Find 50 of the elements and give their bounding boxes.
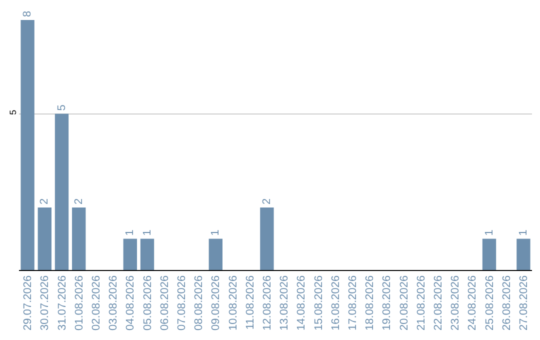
x-tick-label: 22.08.2026 bbox=[432, 275, 445, 330]
data-label: 1 bbox=[141, 230, 154, 236]
x-tick-label: 09.08.2026 bbox=[210, 275, 222, 330]
bar bbox=[516, 238, 530, 270]
x-tick-label: 06.08.2026 bbox=[158, 275, 171, 330]
x-tick-label: 04.08.2026 bbox=[124, 275, 137, 330]
data-label: 2 bbox=[260, 198, 273, 204]
bar bbox=[54, 114, 69, 270]
data-label: 2 bbox=[38, 198, 51, 204]
x-tick-label: 02.08.2026 bbox=[90, 275, 103, 330]
x-tick-label: 31.07.2026 bbox=[56, 275, 68, 330]
x-tick-label: 07.08.2026 bbox=[176, 275, 188, 330]
x-tick-label: 12.08.2026 bbox=[262, 275, 274, 330]
bar bbox=[260, 208, 274, 270]
data-label: 1 bbox=[210, 230, 222, 236]
x-tick-label: 03.08.2026 bbox=[108, 275, 120, 330]
x-tick-label: 17.08.2026 bbox=[347, 275, 360, 330]
x-tick-label: 08.08.2026 bbox=[193, 275, 206, 330]
x-tick-label: 25.08.2026 bbox=[484, 275, 496, 330]
x-tick-label: 20.08.2026 bbox=[398, 275, 410, 330]
x-tick-label: 05.08.2026 bbox=[142, 275, 154, 330]
data-label: 2 bbox=[72, 198, 85, 204]
x-tick-label: 21.08.2026 bbox=[415, 275, 428, 330]
bar bbox=[72, 208, 86, 270]
x-tick-label: 11.08.2026 bbox=[244, 275, 256, 330]
x-tick-label: 27.08.2026 bbox=[518, 275, 530, 330]
bar bbox=[123, 238, 137, 270]
x-tick-label: 19.08.2026 bbox=[381, 275, 394, 330]
x-tick-label: 29.07.2026 bbox=[22, 275, 34, 330]
data-label: 1 bbox=[124, 230, 136, 236]
x-tick-label: 26.08.2026 bbox=[500, 275, 513, 330]
x-tick-label: 23.08.2026 bbox=[450, 275, 462, 330]
x-tick-label: 15.08.2026 bbox=[312, 275, 325, 330]
x-tick-label: 24.08.2026 bbox=[466, 275, 479, 330]
x-tick-label: 30.07.2026 bbox=[39, 275, 52, 330]
data-label: 8 bbox=[22, 10, 34, 17]
data-label: 1 bbox=[517, 230, 530, 236]
data-label: 1 bbox=[483, 230, 496, 236]
bar bbox=[38, 208, 52, 270]
x-tick-label: 10.08.2026 bbox=[227, 275, 240, 330]
data-label: 5 bbox=[56, 104, 68, 111]
bar bbox=[140, 238, 154, 270]
bar bbox=[208, 238, 222, 270]
x-tick-label: 01.08.2026 bbox=[73, 275, 86, 330]
x-tick-label: 18.08.2026 bbox=[364, 275, 376, 330]
bar bbox=[20, 20, 34, 270]
x-tick-label: 13.08.2026 bbox=[278, 275, 291, 330]
x-tick-label: 16.08.2026 bbox=[330, 275, 342, 330]
x-tick-label: 14.08.2026 bbox=[296, 275, 308, 330]
bar bbox=[482, 238, 496, 270]
